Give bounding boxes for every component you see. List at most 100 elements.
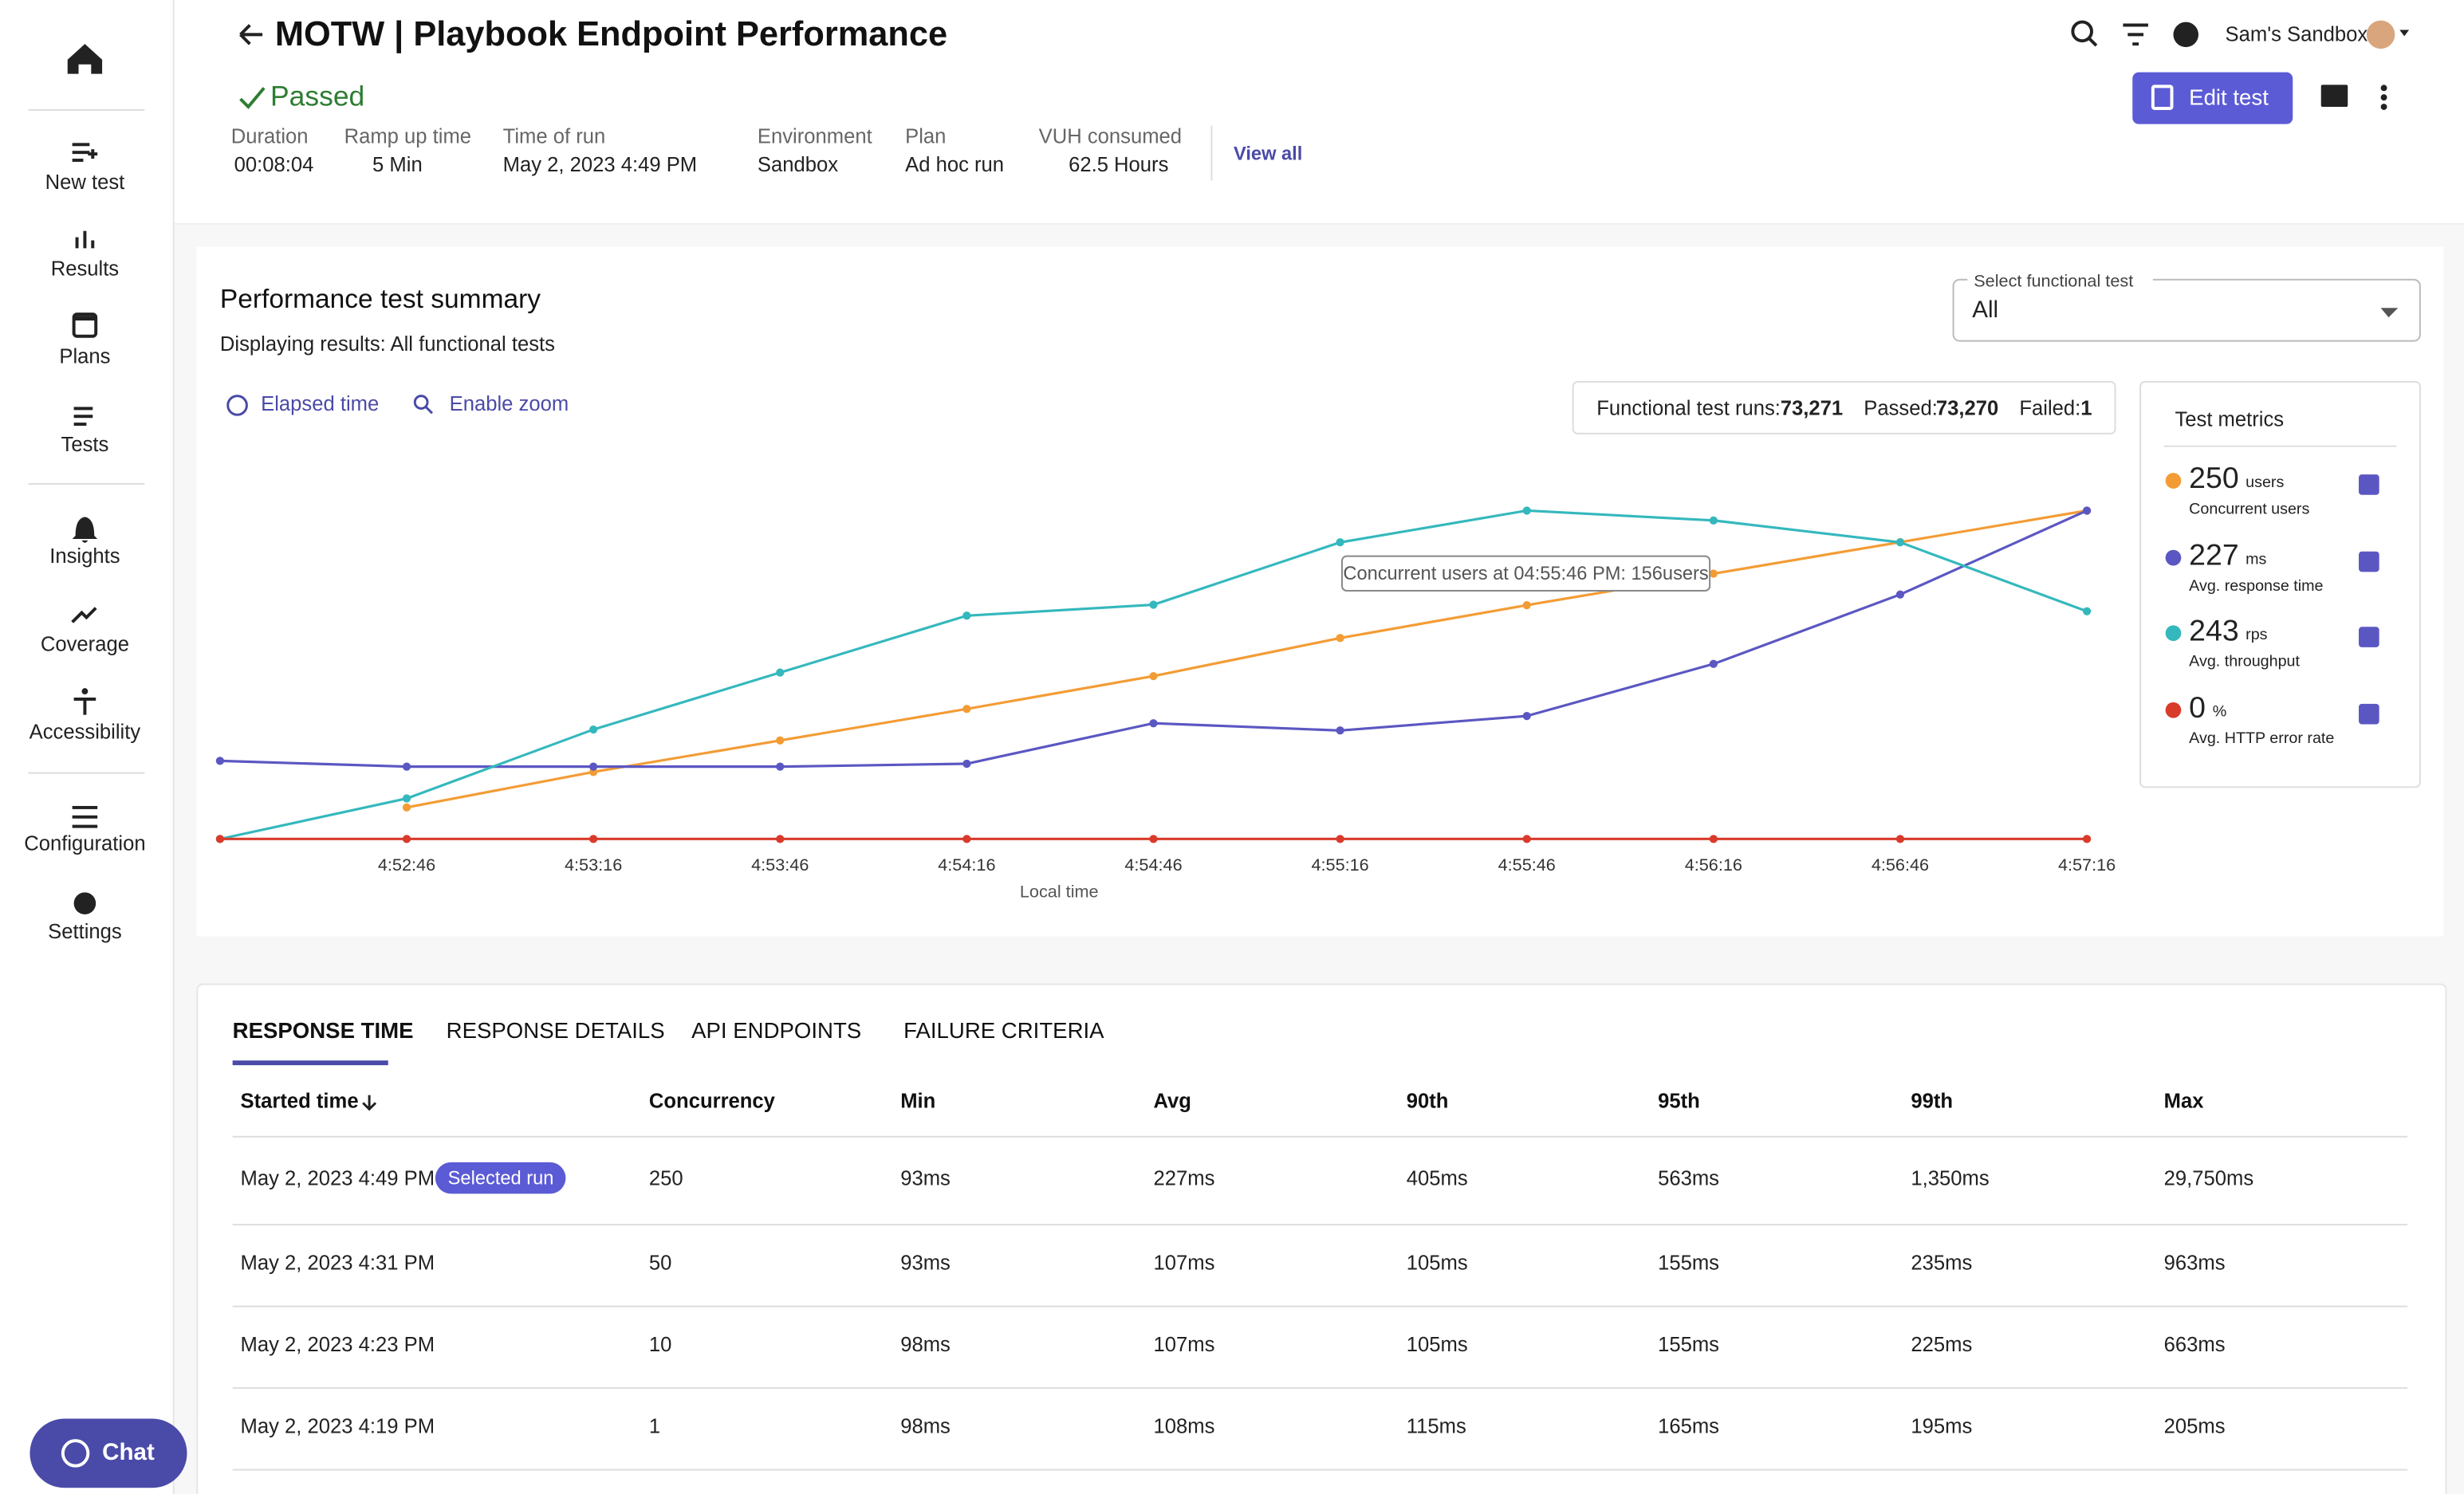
page-title: MOTW | Playbook Endpoint Performance xyxy=(274,14,948,53)
select-label-bg xyxy=(1967,273,2153,289)
meta-value: 5 Min xyxy=(372,152,423,177)
nav-icons xyxy=(71,143,98,914)
metric-unit: ms xyxy=(2246,550,2267,568)
data-point xyxy=(776,668,785,677)
metrics-panel xyxy=(2139,380,2421,788)
legend-label: Avg. throughput xyxy=(2189,653,2300,671)
legend-label: Avg. HTTP error rate xyxy=(2189,729,2335,748)
stat-value: 73,270 xyxy=(1935,396,1999,420)
series-checkbox[interactable] xyxy=(2359,702,2379,724)
table-cell: May 2, 2023 4:19 PM xyxy=(240,1414,435,1438)
nav-item[interactable]: Insights xyxy=(49,544,120,568)
nav-item[interactable]: Accessibility xyxy=(29,719,141,744)
account[interactable]: Sam's Sandbox xyxy=(2225,22,2368,46)
legend-label: Avg. response time xyxy=(2189,577,2324,595)
series-checkbox[interactable] xyxy=(2359,550,2379,572)
edit-label[interactable]: Edit test xyxy=(2189,84,2269,110)
data-point xyxy=(402,762,411,771)
data-point xyxy=(1336,726,1344,735)
data-point xyxy=(1522,506,1531,515)
series-checkbox[interactable] xyxy=(2359,474,2379,495)
nav-item[interactable]: Coverage xyxy=(40,631,129,656)
nav-item[interactable]: Plans xyxy=(59,344,111,368)
table-cell: 10 xyxy=(648,1332,672,1357)
toggle[interactable]: Enable zoom xyxy=(449,391,569,415)
metric-value: 0 xyxy=(2189,691,2206,725)
table-cell: 98ms xyxy=(900,1332,951,1357)
chat-button[interactable] xyxy=(30,1418,187,1488)
edit-button[interactable] xyxy=(2132,72,2293,124)
select-value[interactable]: All xyxy=(1972,297,1999,324)
legend-label: Concurrent users xyxy=(2189,501,2310,519)
row-divider xyxy=(232,1387,2408,1390)
filter-button[interactable] xyxy=(2123,23,2148,46)
table-cell: 29,750ms xyxy=(2163,1166,2254,1190)
table-cell: 108ms xyxy=(1153,1414,1215,1438)
tab[interactable]: FAILURE CRITERIA xyxy=(903,1017,1104,1043)
data-point xyxy=(1149,671,1158,681)
data-point xyxy=(776,762,785,771)
tab[interactable]: RESPONSE TIME xyxy=(232,1017,414,1043)
table-cell: May 2, 2023 4:49 PM xyxy=(240,1166,435,1190)
meta-value: 00:08:04 xyxy=(234,152,314,177)
chat-icon xyxy=(61,1439,90,1468)
active-tab-indicator xyxy=(232,1060,388,1066)
view-all[interactable]: View all xyxy=(1233,142,1303,165)
row-divider xyxy=(232,1468,2408,1471)
meta-label: Environment xyxy=(757,124,872,148)
back-button[interactable] xyxy=(239,24,263,45)
tab[interactable]: RESPONSE DETAILS xyxy=(446,1017,665,1043)
data-point xyxy=(1709,835,1718,843)
home-icon[interactable] xyxy=(67,44,103,74)
search-button[interactable] xyxy=(2071,20,2093,43)
line-chart: 4:52:46 4:53:16 4:53:46 4:54:16 4:54:46 4:55:… xyxy=(215,506,2116,901)
table-cell: 205ms xyxy=(2163,1414,2226,1438)
legend-dot xyxy=(2165,548,2182,565)
table-cell: May 2, 2023 4:23 PM xyxy=(240,1332,435,1357)
x-tick-label: 4:57:16 xyxy=(2058,855,2116,875)
help-button[interactable] xyxy=(2173,22,2199,48)
metric-unit: % xyxy=(2212,702,2227,721)
nav-item[interactable]: Tests xyxy=(61,432,109,456)
table-cell: 93ms xyxy=(900,1166,951,1190)
tooltip-text: Concurrent users at 04:55:46 PM: 156user… xyxy=(1343,564,1708,584)
account-caret xyxy=(2399,29,2410,37)
data-point xyxy=(589,725,598,734)
data-point xyxy=(1336,634,1344,643)
more-button[interactable] xyxy=(2380,85,2387,110)
functional-test-select[interactable] xyxy=(1952,278,2421,342)
comments-button[interactable] xyxy=(2320,85,2348,108)
status: Passed xyxy=(270,80,365,112)
column-header[interactable]: Started time xyxy=(240,1089,359,1113)
table-cell: 50 xyxy=(648,1251,672,1275)
row-divider xyxy=(232,1135,2408,1138)
sidebar xyxy=(0,0,175,1494)
x-tick-label: 4:53:16 xyxy=(565,855,622,875)
data-point xyxy=(1149,835,1158,843)
chat-label[interactable]: Chat xyxy=(102,1439,155,1466)
nav-item[interactable]: Settings xyxy=(48,919,122,943)
data-point xyxy=(1522,835,1531,843)
nav-item[interactable]: Configuration xyxy=(24,831,146,855)
avatar[interactable] xyxy=(2366,20,2395,49)
selected-badge: Selected run xyxy=(435,1162,567,1195)
elapsed-icon[interactable] xyxy=(226,395,248,416)
zoom-icon[interactable] xyxy=(413,395,429,410)
tab[interactable]: API ENDPOINTS xyxy=(691,1017,862,1043)
stat-label: Failed: xyxy=(2019,396,2081,420)
series-checkbox[interactable] xyxy=(2359,627,2379,647)
sort-icon[interactable] xyxy=(362,1095,377,1111)
data-point xyxy=(2082,607,2092,615)
nav-item[interactable]: Results xyxy=(50,256,120,281)
select-caret xyxy=(2380,308,2399,318)
summary-title: Performance test summary xyxy=(219,284,541,314)
x-tick-label: 4:54:46 xyxy=(1124,855,1182,875)
data-point xyxy=(2082,506,2092,515)
data-point xyxy=(1336,538,1344,547)
toggle[interactable]: Elapsed time xyxy=(261,391,380,415)
legend-dot xyxy=(2165,701,2182,718)
data-point xyxy=(962,705,971,714)
data-point xyxy=(402,794,411,803)
meta-value: Ad hoc run xyxy=(905,152,1005,177)
nav-item[interactable]: New test xyxy=(45,170,125,194)
